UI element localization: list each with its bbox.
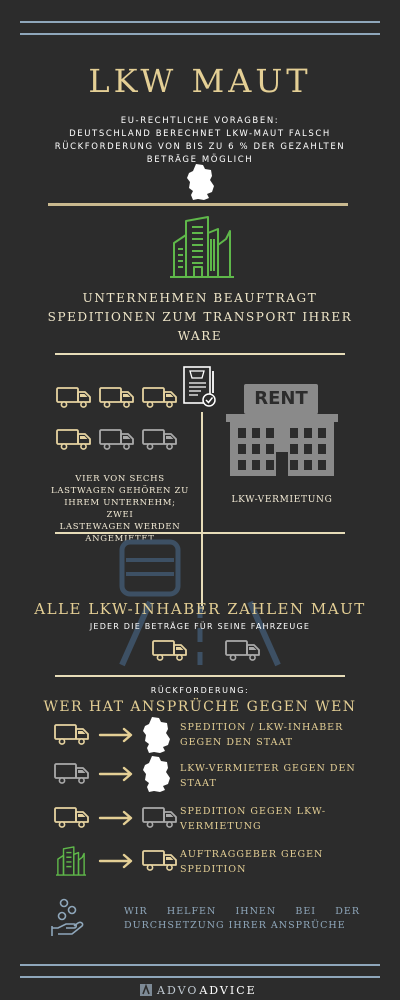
company-line-3: WARE [177,329,223,343]
truck-icon [56,387,91,409]
fleet-line-2: LASTWAGEN GEHÖREN ZU [50,486,190,496]
company-line-2: SPEDITIONEN ZUM TRANSPORT IHRER [47,310,353,324]
rental-building-icon [226,404,338,476]
divider-gold [48,203,348,206]
contract-document-icon [183,366,216,407]
claim-item-2: LKW-VERMIETER GEGEN DEN STAAT [180,761,356,791]
truck-grey-icon [142,807,177,828]
page-title: LKW MAUT [88,62,312,100]
claims-heading: WER HAT ANSPRÜCHE GEGEN WEN [43,699,357,715]
claims-label: RÜCKFORDERUNG: [150,686,250,695]
fleet-line-4: LASTEWAGEN WERDEN [59,522,181,532]
truck-grey-icon [54,763,89,784]
intro-line-4: BETRÄGE MÖGLICH [146,155,254,165]
advoadvice-logo-icon [140,983,152,996]
rental-label: LKW-VERMIETUNG [231,495,333,505]
germany-map-icon [143,756,170,792]
claim-item-1: SPEDITION / LKW-INHABER GEGEN DEN STAAT [180,720,343,750]
bottom-rule-2 [20,976,380,978]
footer-logo[interactable]: ADVO ADVICE [140,982,257,998]
fleet-line-3: IHREM UNTERNEHM; ZWEI [64,498,176,520]
intro-text: EU-RECHTLICHE VORAGBEN: DEUTSCHLAND BERE… [0,115,400,167]
toll-heading: ALLE LKW-INHABER ZAHLEN MAUT [34,600,366,618]
help-line-2: DURCHSETZUNG IHRER ANSPRÜCHE [124,920,346,931]
arrow-right-icon [98,853,133,869]
arrow-right-icon [98,766,133,782]
footer-brand-advo: ADVO [157,983,199,997]
hand-coins-icon [51,898,84,936]
bottom-rule-1 [20,964,380,966]
claim-item-4-line-2: SPEDITION [180,864,247,875]
truck-icon [99,387,134,409]
company-line-1: UNTERNEHMEN BEAUFTRAGT [82,291,318,305]
intro-line-3: RÜCKFORDERUNG VON BIS ZU 6 % DER GEZAHLT… [54,142,346,152]
top-rule-2 [20,33,380,35]
truck-icon [56,429,91,451]
truck-grey-icon [142,429,177,451]
truck-icon [142,387,177,409]
claim-item-2-line-1: LKW-VERMIETER GEGEN DEN [180,763,356,774]
claim-item-2-line-2: STAAT [180,778,217,789]
intro-line-1: EU-RECHTLICHE VORAGBEN: [120,116,280,126]
arrow-right-icon [98,727,133,743]
divider-2 [55,675,345,677]
help-line-1: WIR HELFEN IHNEN BEI DER [124,906,360,917]
divider-cross [55,532,345,534]
rent-sign: RENT [244,384,318,414]
truck-icon [142,850,177,871]
claim-item-1-line-2: GEGEN DEN STAAT [180,737,294,748]
arrow-right-icon [98,810,133,826]
footer-brand-advice: ADVICE [199,983,257,997]
truck-grey-icon [99,429,134,451]
claim-item-3: SPEDITION GEGEN LKW- VERMIETUNG [180,804,326,834]
germany-map-icon [187,164,214,200]
toll-subtext: JEDER DIE BETRÄGE FÜR SEINE FAHRZEUGE [89,622,311,631]
company-text: UNTERNEHMEN BEAUFTRAGT SPEDITIONEN ZUM T… [0,289,400,346]
top-rule-1 [20,21,380,23]
office-building-green-icon [56,846,86,876]
truck-icon [54,807,89,828]
toll-road-icon [119,539,281,667]
claim-item-3-line-1: SPEDITION GEGEN LKW- [180,806,327,817]
cross-vertical-line [201,412,203,612]
germany-map-icon [143,717,170,753]
office-building-icon [170,216,234,278]
fleet-line-5: ANGEMIETET [85,534,155,544]
intro-line-2: DEUTSCHLAND BERECHNET LKW-MAUT FALSCH [69,129,331,139]
claim-item-3-line-2: VERMIETUNG [180,821,262,832]
divider-1 [55,353,345,355]
truck-grey-icon [225,640,260,661]
truck-icon [152,640,187,661]
claim-item-4-line-1: AUFTRAGGEBER GEGEN [180,849,324,860]
fleet-text: VIER VON SECHS LASTWAGEN GEHÖREN ZU IHRE… [50,473,190,545]
truck-icon [54,724,89,745]
claim-item-4: AUFTRAGGEBER GEGEN SPEDITION [180,847,323,877]
fleet-line-1: VIER VON SECHS [75,474,165,484]
claim-item-1-line-1: SPEDITION / LKW-INHABER [180,722,344,733]
